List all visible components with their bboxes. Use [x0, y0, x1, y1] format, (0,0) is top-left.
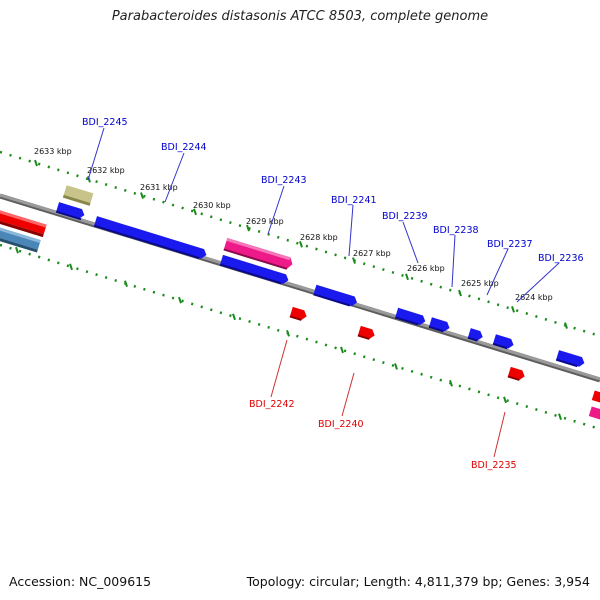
gene-arrow[interactable]	[55, 202, 86, 221]
scale-tick-mark	[405, 273, 409, 281]
scale-tick-mark	[232, 313, 236, 321]
leader-line	[516, 262, 560, 303]
tick-label: 2632 kbp	[87, 166, 125, 175]
gene-bdi-2238[interactable]	[428, 317, 451, 333]
leader-line	[267, 185, 285, 235]
gene-label-bdi-2237[interactable]: BDI_2237	[487, 239, 533, 250]
leader-line	[451, 234, 456, 288]
scale-tick-mark	[178, 296, 182, 304]
tick-label: 2626 kbp	[407, 264, 445, 273]
topology-text: Topology: circular; Length: 4,811,379 bp…	[246, 574, 590, 589]
leader-line	[493, 411, 506, 458]
scale-tick-mark	[449, 379, 453, 387]
tick-label: 2627 kbp	[353, 249, 391, 258]
tick-label: 2630 kbp	[193, 201, 231, 210]
gene-steel-partial[interactable]	[0, 219, 41, 253]
scale-tick-mark	[394, 363, 398, 370]
gene-label-bdi-2245[interactable]: BDI_2245	[82, 117, 128, 128]
label-leaders	[87, 127, 560, 458]
gene-bdi-2243[interactable]	[223, 237, 294, 271]
leader-line	[270, 339, 288, 398]
leader-line	[402, 221, 419, 264]
gene-labels: BDI_2245 BDI_2244 BDI_2243 BDI_2241 BDI_…	[82, 117, 584, 471]
scale-tick-mark	[299, 240, 303, 248]
scale-tick-mark	[246, 224, 250, 232]
gene-bdi-2241[interactable]	[313, 284, 358, 308]
tick-label: 2628 kbp	[300, 233, 338, 242]
genome-title: Parabacteroides distasonis ATCC 8503, co…	[111, 9, 489, 24]
gene-label-bdi-2236[interactable]: BDI_2236	[538, 253, 584, 264]
scale-tick-mark	[140, 192, 144, 199]
leader-line	[164, 152, 185, 203]
gene-bdi-2237[interactable]	[467, 328, 485, 343]
gene-label-bdi-2235[interactable]: BDI_2235	[471, 460, 517, 471]
gene-bdi-2239[interactable]	[394, 307, 427, 327]
gene-label-bdi-2244[interactable]: BDI_2244	[161, 142, 207, 153]
scale-tick-mark	[286, 330, 290, 337]
gene-pink-edge[interactable]	[588, 406, 600, 420]
genome-backbone	[0, 193, 600, 381]
scale-tick-mark	[69, 263, 73, 271]
scale-tick-mark	[558, 413, 562, 421]
accession-text: Accession: NC_009615	[9, 574, 152, 589]
gene-bdi-2236[interactable]	[555, 350, 586, 369]
gene-arrow[interactable]	[219, 254, 290, 286]
gene-label-bdi-2240[interactable]: BDI_2240	[318, 419, 364, 430]
gene-bdi-2245[interactable]	[62, 185, 94, 206]
tick-label: 2625 kbp	[461, 279, 499, 288]
gene-label-bdi-2243[interactable]: BDI_2243	[261, 175, 307, 186]
tick-label: 2631 kbp	[140, 183, 178, 192]
gene-bdi-2244[interactable]	[93, 216, 208, 261]
scale-tick-mark	[340, 346, 344, 354]
lower-scale-line	[0, 243, 600, 431]
gene-label-bdi-2241[interactable]: BDI_2241	[331, 195, 377, 206]
gene-red-edge[interactable]	[591, 390, 600, 404]
tick-label: 2629 kbp	[246, 217, 284, 226]
leader-line	[341, 372, 355, 417]
gene-arrow[interactable]	[492, 334, 515, 350]
scale-tick-mark	[34, 159, 38, 167]
scale-tick-mark	[511, 306, 515, 313]
scale-tick-mark	[503, 396, 507, 404]
gene-bdi-2242[interactable]	[289, 306, 309, 322]
scale-tick-mark	[15, 246, 19, 254]
scale-tick-mark	[193, 208, 197, 216]
leader-line	[348, 204, 354, 257]
tick-label: 2624 kbp	[515, 293, 553, 302]
scale-tick-mark	[352, 257, 356, 264]
leader-line	[486, 248, 509, 296]
gene-bdi-2240[interactable]	[357, 325, 377, 341]
tick-label: 2633 kbp	[34, 147, 72, 156]
scale-tick-mark	[564, 322, 568, 329]
scale-tick-mark	[458, 289, 462, 297]
gene-label-bdi-2238[interactable]: BDI_2238	[433, 225, 479, 236]
scale-tick-mark	[124, 280, 128, 287]
leader-line	[87, 127, 105, 181]
gene-features	[0, 185, 600, 420]
gene-label-bdi-2242[interactable]: BDI_2242	[249, 399, 295, 410]
gene-red-partial[interactable]	[0, 203, 47, 238]
gene-bdi-2235[interactable]	[507, 366, 527, 382]
gene-label-bdi-2239[interactable]: BDI_2239	[382, 211, 428, 222]
